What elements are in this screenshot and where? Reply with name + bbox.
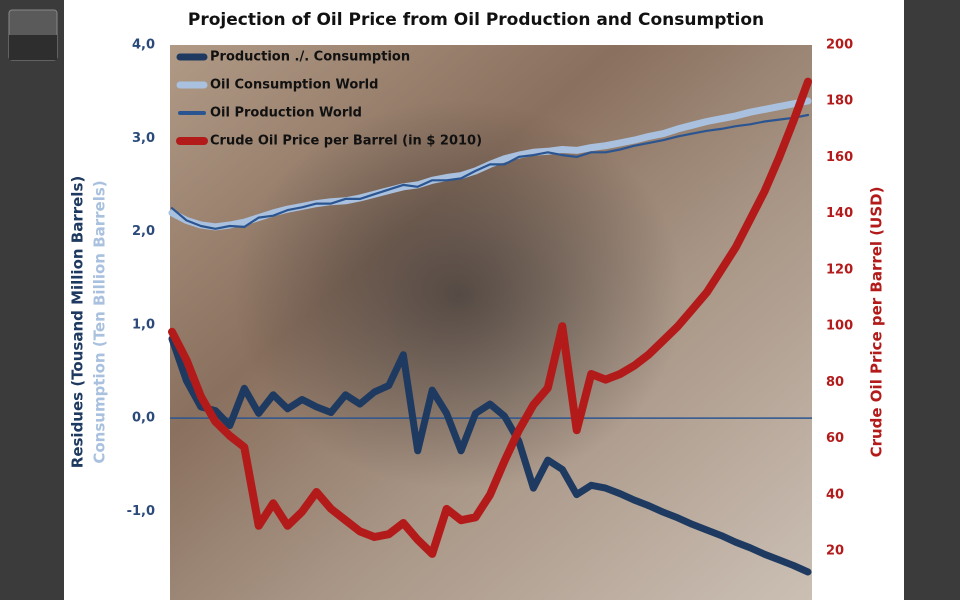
y2-tick-label: 160 bbox=[826, 150, 853, 165]
y2-tick-label: 40 bbox=[826, 487, 844, 502]
frame-right bbox=[904, 0, 960, 600]
y2-tick-label: 100 bbox=[826, 319, 853, 334]
series-line bbox=[168, 335, 812, 576]
y2-tick-label: 200 bbox=[826, 38, 853, 53]
y-tick-label: 0,0 bbox=[132, 411, 155, 426]
legend-label: Oil Production World bbox=[210, 106, 362, 121]
y-axis-title-2: Consumption (Ten Billion Barrels) bbox=[91, 180, 109, 463]
y-tick-label: 2,0 bbox=[132, 224, 155, 239]
legend-label: Oil Consumption World bbox=[210, 78, 378, 93]
y-tick-label: 3,0 bbox=[132, 131, 155, 146]
y2-tick-label: 120 bbox=[826, 262, 853, 277]
y-tick-label: -1,0 bbox=[127, 504, 155, 519]
y2-tick-label: 20 bbox=[826, 544, 844, 559]
corner-widget-shade bbox=[9, 35, 57, 60]
y-tick-label: 4,0 bbox=[132, 38, 155, 53]
y-axis-title: Residues (Tousand Million Barrels) bbox=[69, 176, 87, 468]
series-line bbox=[170, 113, 810, 230]
chart-title: Projection of Oil Price from Oil Product… bbox=[188, 10, 764, 30]
legend-label: Production ./. Consumption bbox=[210, 50, 410, 65]
y2-tick-label: 140 bbox=[826, 206, 853, 221]
y-tick-label: 1,0 bbox=[132, 317, 155, 332]
frame-left bbox=[0, 0, 64, 600]
y2-tick-label: 80 bbox=[826, 375, 844, 390]
y2-tick-label: 60 bbox=[826, 431, 844, 446]
legend-label: Crude Oil Price per Barrel (in $ 2010) bbox=[210, 134, 482, 149]
series-line bbox=[168, 77, 812, 558]
y2-axis-title: Crude Oil Price per Barrel (USD) bbox=[868, 187, 886, 458]
y2-tick-label: 180 bbox=[826, 94, 853, 109]
